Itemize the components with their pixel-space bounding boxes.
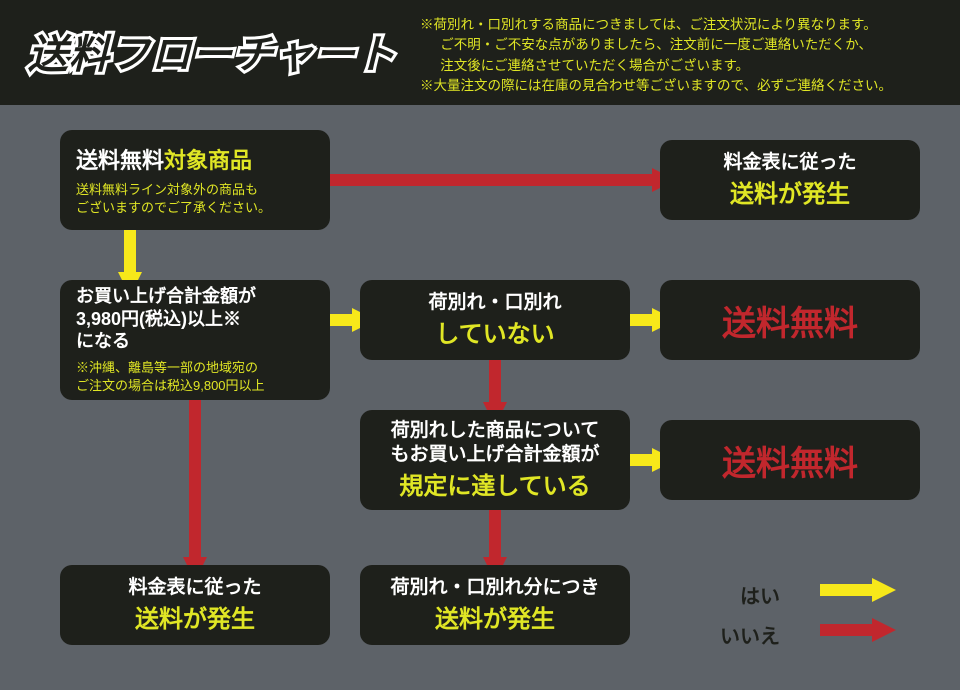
node-line-accent: 送料が発生 <box>676 174 904 209</box>
node-n_fee_top: 料金表に従った送料が発生 <box>660 140 920 220</box>
node-line-white: 料金表に従った <box>676 151 904 175</box>
legend-no-label: いいえ <box>720 620 780 649</box>
node-n_free1: 送料無料 <box>660 280 920 360</box>
node-line-white: 荷別れ・口別れ <box>376 291 614 315</box>
node-n_start: 送料無料対象商品送料無料ライン対象外の商品も ございますのでご了承ください。 <box>60 130 330 230</box>
node-line-white: 料金表に従った <box>76 576 314 600</box>
node-line-accent: 規定に達している <box>376 466 614 501</box>
node-n_fee_split: 荷別れ・口別れ分につき送料が発生 <box>360 565 630 645</box>
node-n_notsplit: 荷別れ・口別れしていない <box>360 280 630 360</box>
node-big: 送料無料 <box>676 296 904 345</box>
node-sub: ※沖縄、離島等一部の地域宛の ご注文の場合は税込9,800円以上 <box>76 359 314 395</box>
header-note-4: ※大量注文の際には在庫の見合わせ等ございますので、必ずご連絡ください。 <box>420 76 940 96</box>
page-title: 送料フローチャート 送料フローチャート <box>28 22 397 80</box>
node-line-accent: 送料が発生 <box>376 599 614 634</box>
node-line-white: 荷別れした商品について もお買い上げ合計金額が <box>376 419 614 467</box>
header-note-2: ご不明・ご不安な点がありましたら、注文前に一度ご連絡いただくか、 <box>420 35 940 55</box>
node-line-accent: していない <box>376 314 614 349</box>
flowchart-canvas: 送料フローチャート 送料フローチャート ※荷別れ・口別れする商品につきましては、… <box>0 0 960 690</box>
header-note-1: ※荷別れ・口別れする商品につきましては、ご注文状況により異なります。 <box>420 15 940 35</box>
node-n_split_ok: 荷別れした商品について もお買い上げ合計金額が規定に達している <box>360 410 630 510</box>
node-n_fee_left: 料金表に従った送料が発生 <box>60 565 330 645</box>
node-big: 送料無料 <box>676 436 904 485</box>
node-line-white: お買い上げ合計金額が 3,980円(税込)以上※ になる <box>76 285 314 353</box>
header-notes: ※荷別れ・口別れする商品につきましては、ご注文状況により異なります。 ご不明・ご… <box>420 15 940 96</box>
node-n_amount: お買い上げ合計金額が 3,980円(税込)以上※ になる ※沖縄、離島等一部の地域… <box>60 280 330 400</box>
node-n_free2: 送料無料 <box>660 420 920 500</box>
legend-yes-label: はい <box>740 580 780 609</box>
node-line-white: 荷別れ・口別れ分につき <box>376 576 614 600</box>
node-title: 送料無料対象商品 <box>76 143 314 175</box>
node-line-accent: 送料が発生 <box>76 599 314 634</box>
header-note-3: 注文後にご連絡させていただく場合がございます。 <box>420 56 940 76</box>
header-bar: 送料フローチャート 送料フローチャート ※荷別れ・口別れする商品につきましては、… <box>0 0 960 105</box>
node-sub: 送料無料ライン対象外の商品も ございますのでご了承ください。 <box>76 181 314 217</box>
